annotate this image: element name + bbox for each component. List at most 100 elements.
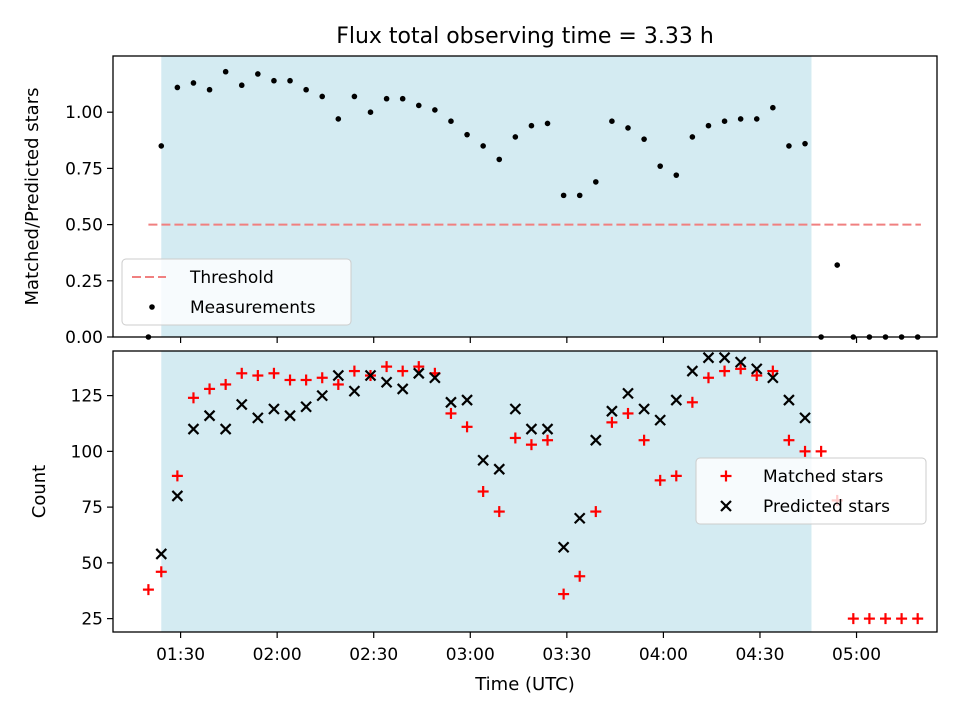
- x-stroke-b: [380, 376, 393, 389]
- x-stroke-b: [396, 383, 409, 395]
- matched-star-point: [702, 372, 714, 384]
- y-tick-label: 0.75: [65, 159, 103, 179]
- predicted-star-point: [219, 423, 232, 435]
- predicted-star-point: [622, 387, 634, 400]
- measurement-point: [383, 95, 390, 102]
- x-stroke-b: [187, 423, 200, 435]
- y-tick-label: 0.25: [65, 272, 103, 292]
- measurement-point: [786, 143, 792, 149]
- matched-star-point: [268, 367, 280, 379]
- predicted-star-point: [203, 409, 216, 422]
- predicted-star-point: [316, 389, 328, 402]
- predicted-star-point: [187, 423, 200, 435]
- chart-title: Flux total observing time = 3.33 h: [336, 24, 714, 49]
- predicted-star-point: [509, 403, 522, 415]
- predicted-star-point: [702, 351, 715, 364]
- x-stroke-b: [573, 512, 586, 525]
- legend-measurement-swatch: [149, 304, 155, 310]
- measurement-point: [576, 192, 583, 199]
- x-stroke-b: [783, 394, 795, 406]
- x-stroke-b: [654, 414, 666, 426]
- y-tick-label: 0.50: [65, 216, 103, 236]
- legend-box: [695, 457, 927, 525]
- measurement-point: [158, 143, 165, 149]
- measurement-point: [287, 77, 293, 84]
- predicted-star-point: [477, 454, 489, 467]
- matched-star-point: [332, 378, 344, 390]
- matched-star-point: [155, 566, 167, 578]
- predicted-star-point: [525, 423, 538, 435]
- x-stroke-b: [413, 367, 425, 380]
- x-stroke-b: [429, 371, 441, 384]
- x-stroke-b: [316, 389, 328, 402]
- measurement-point: [271, 77, 277, 84]
- matched-star-point: [638, 434, 650, 446]
- x-stroke-b: [799, 412, 811, 424]
- predicted-star-point: [670, 394, 683, 406]
- x-stroke-b: [252, 412, 264, 424]
- measurement-point: [206, 86, 213, 93]
- measurement-point: [802, 140, 808, 147]
- matched-star-point: [525, 439, 537, 451]
- matched-star-point: [171, 470, 183, 482]
- x-stroke-b: [348, 385, 361, 397]
- predicted-star-point: [750, 363, 763, 375]
- x-tick-label: 04:00: [639, 645, 688, 665]
- measurement-point: [399, 95, 406, 102]
- predicted-star-point: [284, 409, 296, 422]
- matched-star-point: [670, 470, 682, 482]
- predicted-star-point: [364, 369, 377, 382]
- top-panel: 0.00 0.25 0.50 0.75 1.00 Matched/Predicted st…: [22, 55, 938, 348]
- x-tick-label: 01:30: [156, 645, 205, 665]
- predicted-star-point: [235, 398, 248, 411]
- measurement-point: [448, 118, 454, 124]
- measurement-point: [351, 93, 358, 100]
- legend-threshold-label: Threshold: [189, 268, 274, 288]
- x-stroke-b: [525, 423, 538, 435]
- matched-star-point: [220, 378, 232, 390]
- x-stroke-b: [767, 371, 779, 384]
- measurement-point: [464, 131, 470, 138]
- y-tick-label: 1.00: [65, 103, 103, 123]
- predicted-star-point: [332, 369, 345, 382]
- measurement-point: [512, 134, 519, 140]
- y-axis-label: Count: [29, 465, 50, 518]
- predicted-star-point: [654, 414, 666, 426]
- predicted-star-point: [171, 490, 184, 502]
- measurement-point: [721, 118, 728, 124]
- x-stroke-b: [477, 454, 489, 467]
- measurement-point: [705, 122, 712, 129]
- matched-star-point: [381, 361, 393, 373]
- y-axis-label: Matched/Predicted stars: [22, 88, 43, 306]
- predicted-star-point: [348, 385, 361, 397]
- predicted-star-point: [413, 367, 425, 380]
- measurement-point: [593, 179, 599, 185]
- measurement-point: [689, 134, 696, 140]
- matched-star-point: [348, 365, 360, 377]
- x-stroke-b: [750, 363, 763, 375]
- matched-star-point: [413, 361, 425, 373]
- x-stroke-b: [219, 423, 232, 435]
- measurement-point: [222, 68, 229, 75]
- matched-star-point: [204, 383, 216, 395]
- x-stroke-b: [509, 403, 522, 415]
- measurement-point: [367, 109, 374, 115]
- y-tick-label: 0.00: [65, 328, 103, 348]
- matched-star-point: [142, 584, 154, 596]
- measurement-point: [770, 104, 776, 111]
- measurement-point: [174, 84, 181, 91]
- predicted-star-point: [541, 423, 554, 435]
- measurement-point: [335, 116, 342, 122]
- predicted-star-point: [493, 463, 506, 475]
- matched-star-point: [284, 374, 296, 386]
- measurement-point: [544, 120, 551, 127]
- matched-star-point: [236, 367, 248, 379]
- matched-star-point: [477, 486, 489, 497]
- matched-star-point: [574, 570, 586, 582]
- x-stroke-b: [541, 423, 554, 435]
- x-tick-label: 03:30: [542, 645, 591, 665]
- matched-star-point: [719, 365, 731, 377]
- matched-star-point: [461, 421, 473, 433]
- predicted-star-point: [783, 394, 795, 406]
- predicted-star-point: [445, 396, 457, 409]
